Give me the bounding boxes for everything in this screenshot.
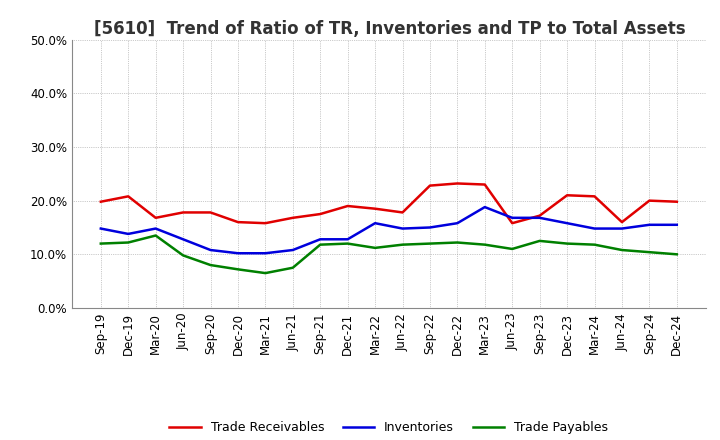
Trade Payables (618, 247, 626, 253)
Trade Payables (343, 241, 352, 246)
Trade Receivables (261, 220, 270, 226)
Line: Trade Payables: Trade Payables (101, 235, 677, 273)
Inventories (645, 222, 654, 227)
Inventories (453, 220, 462, 226)
Trade Payables (672, 252, 681, 257)
Inventories (206, 247, 215, 253)
Trade Receivables (453, 181, 462, 186)
Trade Receivables (233, 220, 242, 225)
Trade Payables (179, 253, 187, 258)
Trade Receivables (151, 215, 160, 220)
Inventories (618, 226, 626, 231)
Inventories (289, 247, 297, 253)
Trade Payables (508, 246, 516, 252)
Inventories (480, 205, 489, 210)
Line: Inventories: Inventories (101, 207, 677, 253)
Inventories (398, 226, 407, 231)
Trade Receivables (371, 206, 379, 211)
Inventories (179, 237, 187, 242)
Inventories (563, 220, 572, 226)
Inventories (508, 215, 516, 220)
Inventories (316, 237, 325, 242)
Trade Receivables (618, 220, 626, 225)
Trade Payables (289, 265, 297, 270)
Trade Payables (233, 267, 242, 272)
Inventories (590, 226, 599, 231)
Inventories (96, 226, 105, 231)
Trade Receivables (398, 210, 407, 215)
Trade Receivables (206, 210, 215, 215)
Trade Payables (563, 241, 572, 246)
Trade Receivables (343, 203, 352, 209)
Text: [5610]  Trend of Ratio of TR, Inventories and TP to Total Assets: [5610] Trend of Ratio of TR, Inventories… (94, 20, 685, 38)
Trade Payables (261, 271, 270, 276)
Trade Receivables (480, 182, 489, 187)
Trade Receivables (289, 215, 297, 220)
Trade Payables (96, 241, 105, 246)
Trade Payables (206, 262, 215, 268)
Trade Payables (371, 245, 379, 250)
Trade Payables (124, 240, 132, 245)
Inventories (343, 237, 352, 242)
Trade Receivables (508, 220, 516, 226)
Trade Receivables (590, 194, 599, 199)
Trade Receivables (536, 213, 544, 218)
Inventories (536, 215, 544, 220)
Inventories (233, 251, 242, 256)
Trade Payables (453, 240, 462, 245)
Trade Payables (151, 233, 160, 238)
Trade Payables (426, 241, 434, 246)
Inventories (151, 226, 160, 231)
Trade Receivables (96, 199, 105, 204)
Trade Payables (316, 242, 325, 247)
Trade Payables (590, 242, 599, 247)
Inventories (672, 222, 681, 227)
Trade Receivables (179, 210, 187, 215)
Trade Receivables (645, 198, 654, 203)
Trade Receivables (563, 193, 572, 198)
Trade Receivables (124, 194, 132, 199)
Trade Receivables (426, 183, 434, 188)
Inventories (261, 251, 270, 256)
Trade Payables (480, 242, 489, 247)
Trade Payables (398, 242, 407, 247)
Trade Payables (645, 249, 654, 255)
Inventories (371, 220, 379, 226)
Legend: Trade Receivables, Inventories, Trade Payables: Trade Receivables, Inventories, Trade Pa… (164, 416, 613, 439)
Inventories (124, 231, 132, 237)
Line: Trade Receivables: Trade Receivables (101, 183, 677, 223)
Inventories (426, 225, 434, 230)
Trade Receivables (672, 199, 681, 204)
Trade Receivables (316, 211, 325, 216)
Trade Payables (536, 238, 544, 244)
